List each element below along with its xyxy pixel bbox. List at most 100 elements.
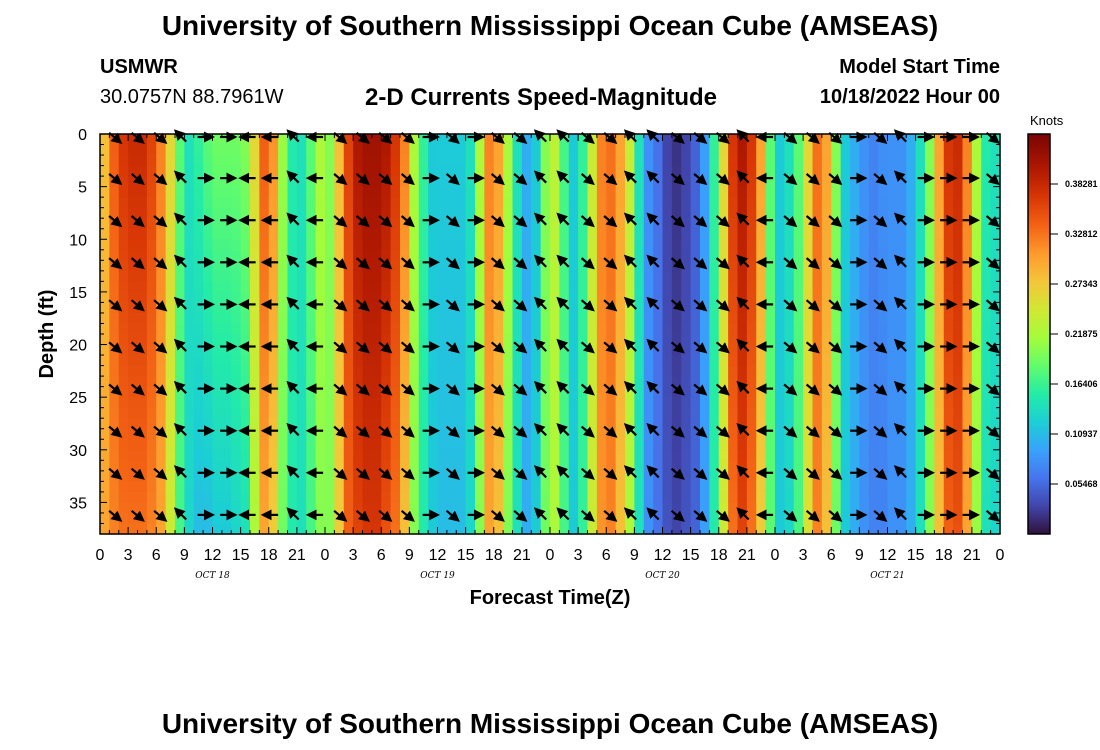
heat-cell [700,218,710,230]
heat-cell [306,523,317,535]
current-vector [533,212,547,226]
heat-cell [578,355,589,367]
heat-cell [503,218,514,230]
current-vector [355,173,370,186]
heat-cell [100,439,110,451]
heat-cell [906,502,917,514]
heat-cell [803,323,814,335]
current-vector [490,467,505,480]
current-vector [646,170,660,184]
heat-cell [896,186,907,198]
heat-cell [381,155,392,167]
heat-cell [400,207,410,219]
heat-cell [512,355,523,367]
current-vector [693,509,708,522]
heat-cell [803,281,814,293]
heat-cell [990,460,1001,472]
heat-cell [990,281,1001,293]
heat-cell [109,334,120,346]
heat-cell [906,281,917,293]
heat-cell [971,134,982,146]
heat-cell [521,376,532,388]
heat-cell [503,344,514,356]
heat-cell [821,355,832,367]
heat-cell [334,334,345,346]
heat-cell [325,439,335,451]
heat-cell [315,491,326,504]
heat-cell [418,291,429,304]
heat-cell [175,239,185,251]
heat-cell [353,155,364,167]
heat-cell [306,334,317,346]
heat-cell [596,134,607,146]
heat-cell [578,155,589,167]
heat-cell [109,197,120,209]
heat-cell [906,144,917,156]
heat-cell [643,239,654,251]
current-vector [646,212,660,226]
heat-cell [615,249,626,261]
heat-cell [784,186,795,198]
heat-cell [671,397,682,409]
heat-cell [821,165,832,177]
heat-cell [793,323,804,335]
heat-cell [381,460,392,472]
heat-cell [550,323,560,335]
heat-cell [662,334,673,346]
heat-cell [381,165,392,177]
heat-cell [100,134,110,146]
heat-cell [353,249,364,261]
heat-cell [250,523,260,535]
heat-cell [437,249,448,261]
heat-cell [390,144,401,156]
heat-cell [615,228,626,240]
heat-cell [850,144,860,156]
heat-cell [709,249,720,261]
heat-cell [559,491,570,504]
heat-cell [353,481,364,493]
heat-cell [962,312,973,325]
heat-cell [371,397,382,409]
heat-cell [418,197,429,209]
heat-cell [643,260,654,272]
heat-cell [343,428,354,440]
heat-cell [915,428,926,440]
heat-cell [578,481,589,493]
heat-cell [475,323,485,335]
heat-cell [437,197,448,209]
heat-cell [503,523,514,535]
heat-cell [353,523,364,535]
heat-cell [428,460,439,472]
heat-cell [887,155,898,167]
heat-cell [775,144,785,156]
heat-cell [606,418,617,430]
heat-cell [325,302,335,314]
x-tick-label: 6 [377,547,386,564]
heat-cell [400,376,410,388]
heat-cell [587,186,598,198]
heat-cell [850,260,860,272]
heat-cell [278,302,289,314]
x-tick-label: 12 [879,547,897,564]
heat-cell [559,449,570,461]
heat-cell [990,355,1001,367]
heat-cell [165,270,176,282]
heat-cell [118,523,129,535]
heat-cell [887,428,898,440]
heat-cell [606,228,617,240]
heat-cell [296,439,307,451]
heat-cell [718,197,729,209]
heat-cell [287,228,298,240]
heat-cell [568,355,579,367]
heat-cell [100,355,110,367]
heat-cell [803,407,814,419]
heat-cell [915,207,926,219]
heat-cell [728,355,739,367]
heat-cell [568,418,579,430]
heat-cell [353,228,364,240]
heat-cell [193,428,204,440]
heat-cell [418,355,429,367]
heat-cell [353,144,364,156]
heat-cell [784,397,795,409]
model-start-value: 10/18/2022 Hour 00 [819,86,1000,108]
